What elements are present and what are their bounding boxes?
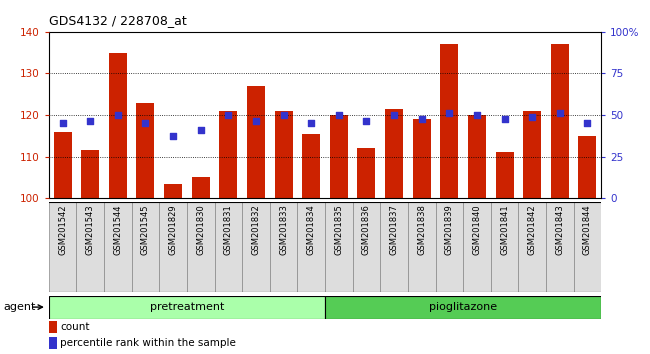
Text: GSM201543: GSM201543: [86, 205, 95, 255]
Bar: [436, 202, 463, 292]
Text: GSM201837: GSM201837: [389, 205, 398, 255]
Bar: [519, 202, 546, 292]
Bar: [136, 103, 155, 198]
Bar: [49, 337, 57, 349]
Point: [361, 119, 372, 124]
Bar: [440, 44, 458, 198]
Text: GSM201835: GSM201835: [334, 205, 343, 255]
Point: [168, 133, 178, 139]
Text: GSM201544: GSM201544: [113, 205, 122, 255]
Bar: [523, 111, 541, 198]
Bar: [270, 202, 298, 292]
Bar: [109, 53, 127, 198]
Text: GSM201838: GSM201838: [417, 205, 426, 255]
Bar: [274, 111, 292, 198]
Bar: [81, 150, 99, 198]
Point: [251, 119, 261, 124]
Point: [57, 120, 68, 126]
Text: GSM201844: GSM201844: [583, 205, 592, 255]
Text: GSM201830: GSM201830: [196, 205, 205, 255]
Bar: [352, 202, 380, 292]
Bar: [49, 296, 325, 319]
Text: GSM201829: GSM201829: [168, 205, 177, 255]
Bar: [468, 115, 486, 198]
Bar: [49, 321, 57, 333]
Bar: [385, 109, 403, 198]
Bar: [104, 202, 131, 292]
Point: [223, 112, 233, 118]
Text: GSM201545: GSM201545: [141, 205, 150, 255]
Bar: [573, 202, 601, 292]
Bar: [49, 202, 77, 292]
Bar: [408, 202, 436, 292]
Point: [444, 110, 454, 116]
Bar: [192, 177, 210, 198]
Bar: [325, 296, 601, 319]
Bar: [330, 115, 348, 198]
Bar: [463, 202, 491, 292]
Text: agent: agent: [3, 302, 36, 312]
Point: [196, 127, 206, 132]
Bar: [131, 202, 159, 292]
Text: GSM201542: GSM201542: [58, 205, 67, 255]
Text: GSM201836: GSM201836: [362, 205, 371, 255]
Text: GSM201842: GSM201842: [528, 205, 537, 255]
Point: [306, 120, 317, 126]
Point: [582, 120, 593, 126]
Bar: [164, 184, 182, 198]
Bar: [159, 202, 187, 292]
Point: [333, 112, 344, 118]
Text: GSM201831: GSM201831: [224, 205, 233, 255]
Bar: [491, 202, 519, 292]
Text: GSM201843: GSM201843: [555, 205, 564, 255]
Bar: [187, 202, 214, 292]
Bar: [77, 202, 104, 292]
Point: [389, 112, 399, 118]
Text: count: count: [60, 322, 90, 332]
Point: [140, 120, 151, 126]
Bar: [298, 202, 325, 292]
Bar: [358, 148, 376, 198]
Point: [499, 116, 510, 122]
Text: GSM201834: GSM201834: [307, 205, 316, 255]
Point: [554, 110, 565, 116]
Bar: [214, 202, 242, 292]
Bar: [495, 153, 514, 198]
Point: [527, 114, 538, 120]
Text: GSM201841: GSM201841: [500, 205, 509, 255]
Point: [85, 119, 96, 124]
Bar: [302, 134, 320, 198]
Point: [472, 112, 482, 118]
Text: GSM201833: GSM201833: [279, 205, 288, 255]
Bar: [546, 202, 573, 292]
Text: pretreatment: pretreatment: [150, 302, 224, 312]
Point: [112, 112, 123, 118]
Bar: [578, 136, 597, 198]
Bar: [242, 202, 270, 292]
Bar: [551, 44, 569, 198]
Text: pioglitazone: pioglitazone: [429, 302, 497, 312]
Text: GSM201839: GSM201839: [445, 205, 454, 255]
Bar: [325, 202, 352, 292]
Text: percentile rank within the sample: percentile rank within the sample: [60, 338, 236, 348]
Text: GSM201840: GSM201840: [473, 205, 482, 255]
Point: [278, 112, 289, 118]
Bar: [380, 202, 408, 292]
Bar: [247, 86, 265, 198]
Point: [417, 116, 427, 122]
Bar: [219, 111, 237, 198]
Text: GSM201832: GSM201832: [252, 205, 261, 255]
Bar: [53, 132, 72, 198]
Text: GDS4132 / 228708_at: GDS4132 / 228708_at: [49, 14, 187, 27]
Bar: [413, 119, 431, 198]
